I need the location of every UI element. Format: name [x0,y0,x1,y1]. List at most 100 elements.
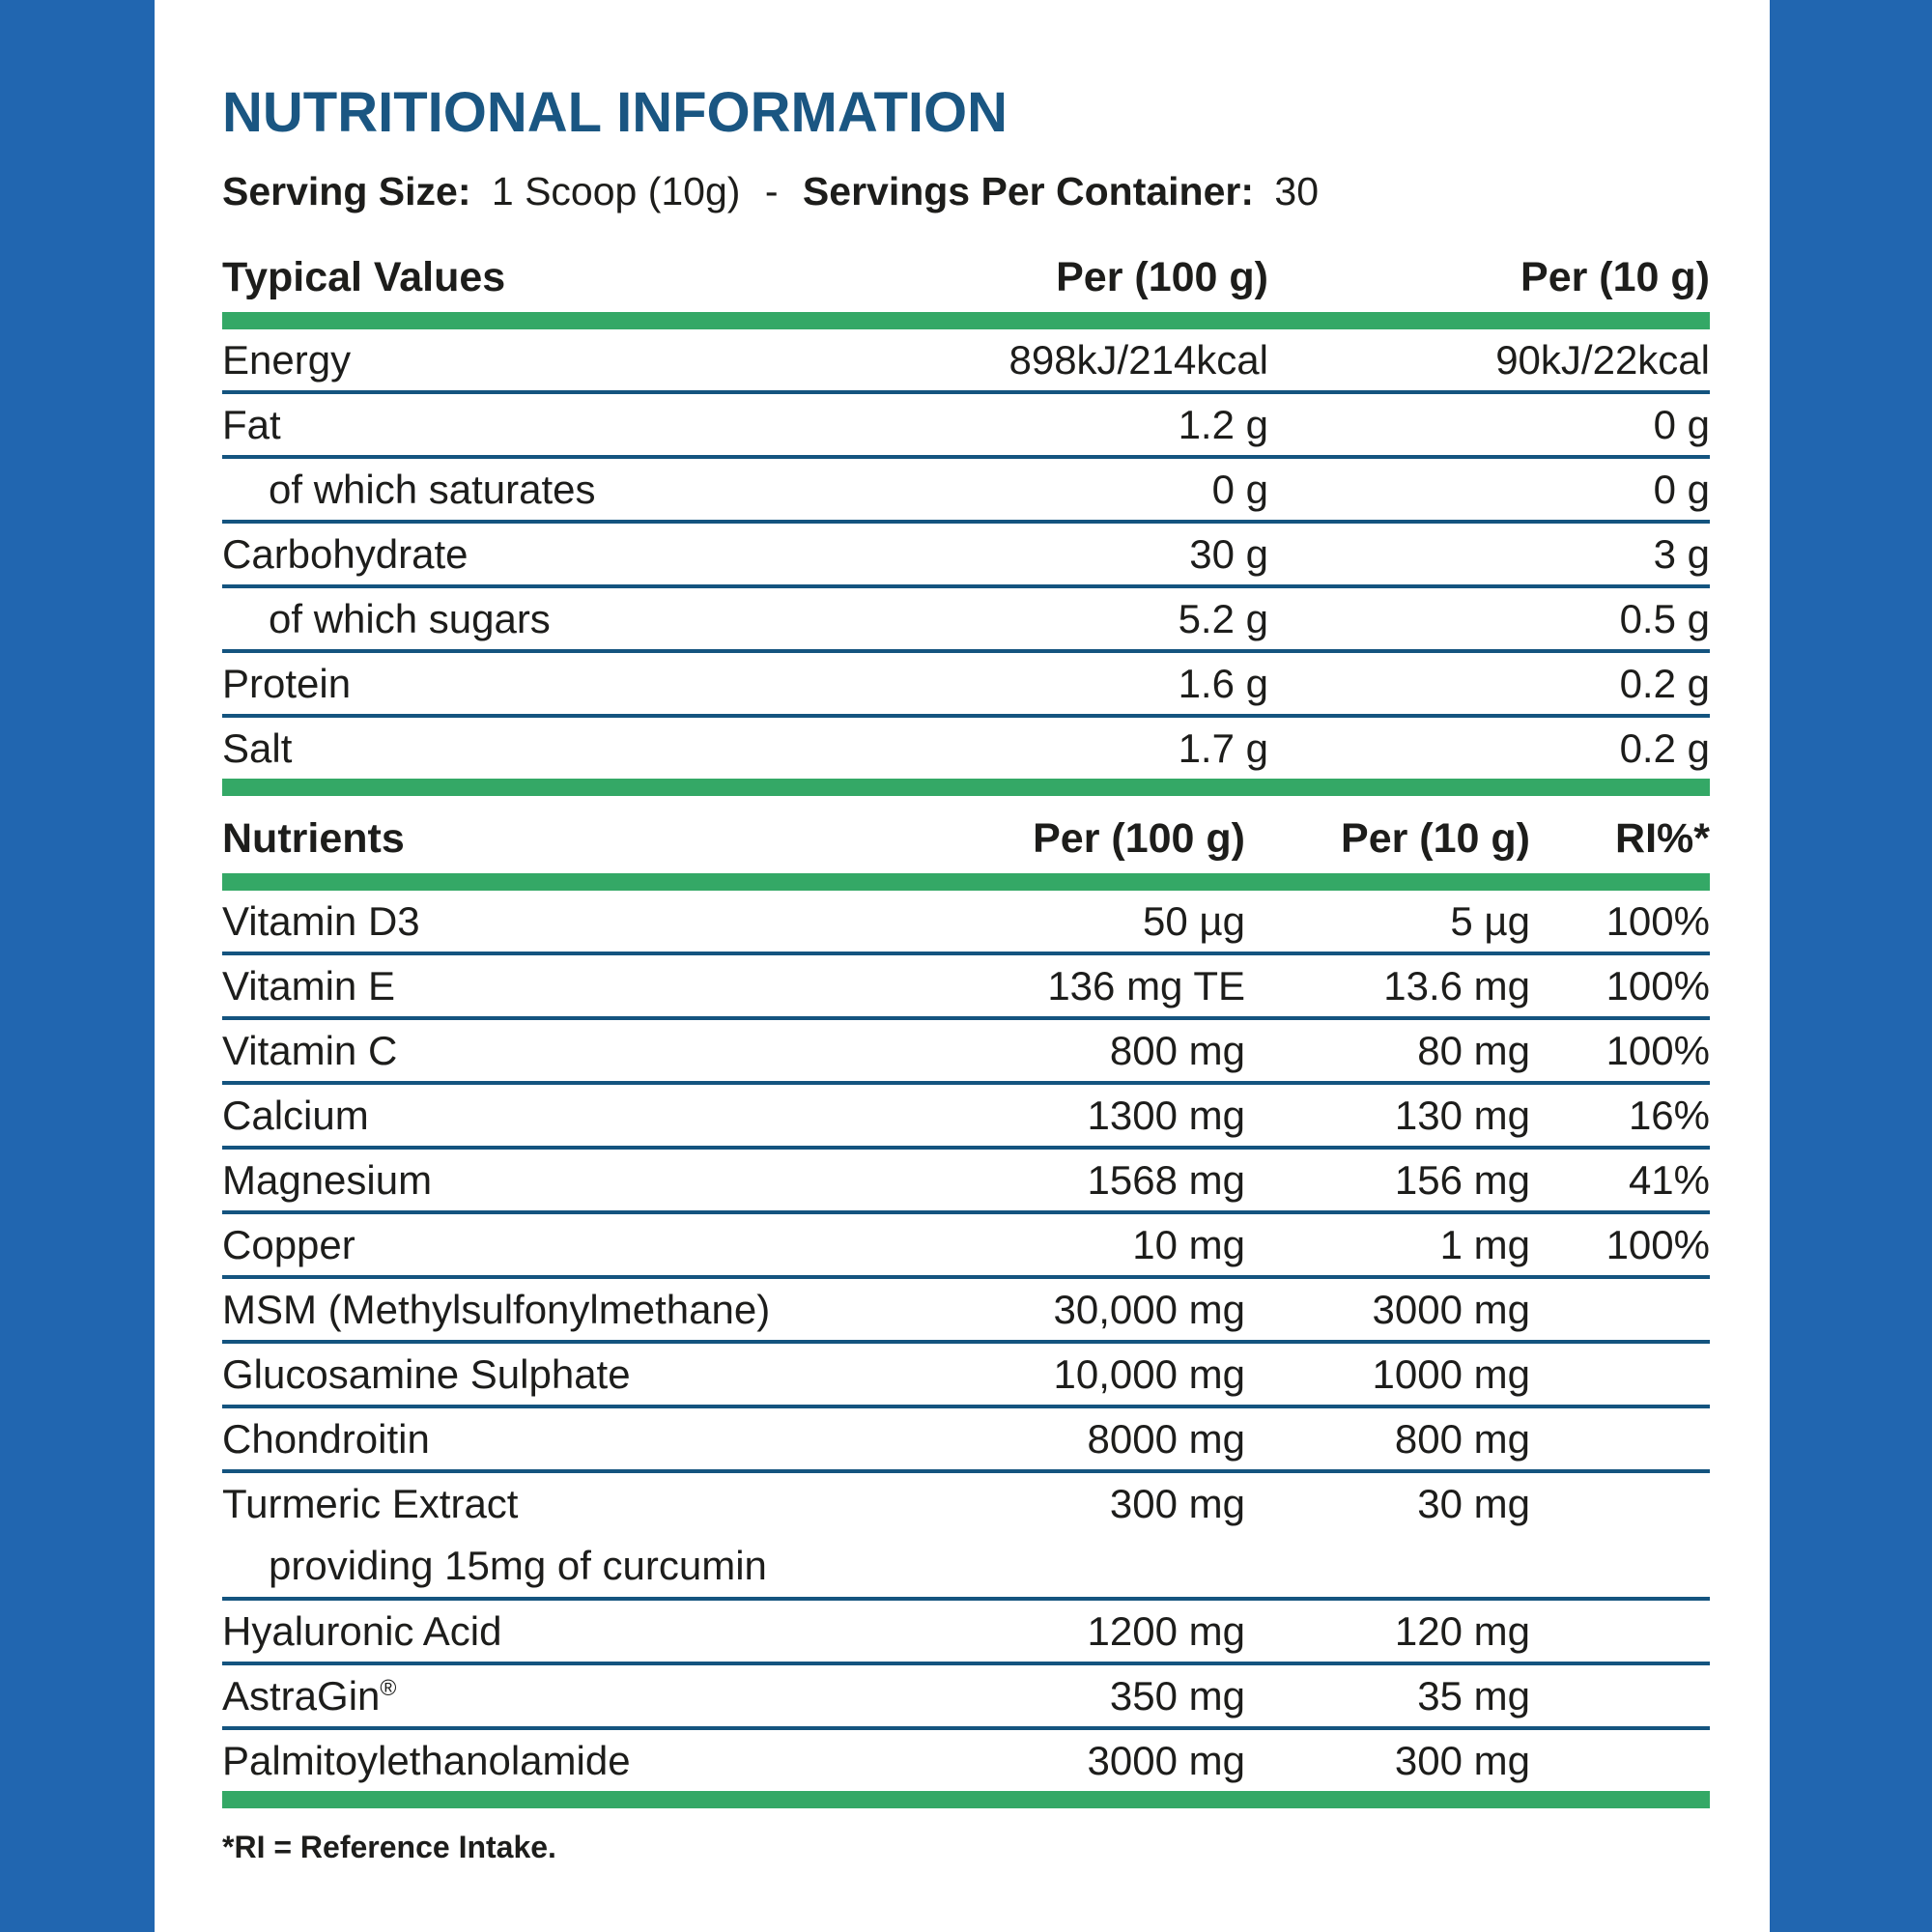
nutrient-row-label: Palmitoylethanolamide [222,1738,631,1784]
serving-size-value: 1 Scoop (10g) [491,169,741,213]
typical-values-title: Typical Values [222,254,506,301]
servings-per-container-value: 30 [1274,169,1320,213]
nutrient-row-per100: 1568 mg [1087,1157,1245,1204]
typical-row-per10: 0 g [1653,467,1710,513]
nutrient-row-ri: 100% [1605,898,1710,945]
nutrient-row-per10: 13.6 mg [1383,963,1530,1009]
typical-row-per10: 0.2 g [1619,661,1710,707]
nutrient-row-label: Chondroitin [222,1416,430,1463]
nutrient-row-ri: 16% [1628,1093,1710,1139]
nutrient-row-ri [1530,1408,1710,1469]
nutrient-row-label: Vitamin D3 [222,898,420,945]
nutrient-row-label: Copper [222,1222,355,1268]
typical-per-100g-header: Per (100 g) [1056,254,1268,301]
nutrient-row-per100: 10 mg [1132,1222,1245,1268]
typical-row-label: Carbohydrate [222,531,469,578]
typical-row: Energy 898kJ/214kcal 90kJ/22kcal [222,329,1710,395]
nutrient-row-per100: 1200 mg [1087,1608,1245,1655]
typical-row-per100: 0 g [1211,467,1268,513]
typical-row-per10: 0.5 g [1619,596,1710,642]
nutrient-row-label-wrap: Vitamin E [222,955,802,1016]
nutrient-row-label: MSM (Methylsulfonylmethane) [222,1287,771,1333]
green-divider-top [222,312,1710,330]
page-title: NUTRITIONAL INFORMATION [222,81,1008,144]
nutrient-row: Magnesium 1568 mg 156 mg 41% [222,1150,1710,1215]
nutrient-row: Copper 10 mg 1 mg 100% [222,1214,1710,1280]
nutrient-row-per10: 35 mg [1417,1673,1530,1719]
nutrient-row-per100: 10,000 mg [1053,1351,1245,1398]
typical-row: Fat 1.2 g 0 g [222,394,1710,460]
servings-per-container-label: Servings Per Container: [802,169,1254,213]
nutrients-per-100g-header: Per (100 g) [1033,815,1245,863]
nutrients-ri-header: RI%* [1615,815,1710,863]
typical-row-per10: 90kJ/22kcal [1495,337,1710,384]
typical-row-per10: 3 g [1653,531,1710,578]
nutrient-row-label-wrap: Hyaluronic Acid [222,1601,802,1662]
nutrient-row: AstraGin® 350 mg 35 mg [222,1665,1710,1731]
typical-per-10g-header: Per (10 g) [1520,254,1710,301]
serving-dash: - [764,169,779,213]
nutrient-row: MSM (Methylsulfonylmethane) 30,000 mg 3000… [222,1279,1710,1345]
nutrient-row-per10: 1 mg [1439,1222,1530,1268]
nutrient-row-label-wrap: AstraGin® [222,1665,802,1726]
typical-row-label: Protein [222,661,352,707]
nutrient-row-ri: 100% [1605,1222,1710,1268]
nutrient-row-label: Turmeric Extract [222,1481,519,1527]
registered-trademark-symbol: ® [380,1675,397,1701]
typical-row: Protein 1.6 g 0.2 g [222,653,1710,719]
typical-row: of which sugars 5.2 g 0.5 g [222,588,1710,654]
nutrient-row-per100: 8000 mg [1087,1416,1245,1463]
nutrient-row-label: Vitamin E [222,963,395,1009]
nutrient-row-per100: 1300 mg [1087,1093,1245,1139]
serving-size-label: Serving Size: [222,169,471,213]
nutrient-row: Calcium 1300 mg 130 mg 16% [222,1085,1710,1151]
nutrient-row-label-wrap: Palmitoylethanolamide [222,1730,802,1791]
typical-row-per100: 1.7 g [1178,725,1268,772]
nutrient-row: Glucosamine Sulphate 10,000 mg 1000 mg [222,1344,1710,1409]
nutrient-row-label-wrap: Vitamin C [222,1020,802,1081]
nutrient-row-ri [1530,1473,1710,1534]
nutrients-header: Nutrients Per (100 g) Per (10 g) RI%* [222,817,1710,861]
nutrient-row-label-wrap: Turmeric Extract providing 15mg of curcum… [222,1473,802,1597]
nutrient-row-per10: 300 mg [1394,1738,1530,1784]
typical-row-per100: 5.2 g [1178,596,1268,642]
nutrient-row-label: AstraGin® [222,1673,397,1719]
nutrient-row-per10: 800 mg [1394,1416,1530,1463]
typical-row-per100: 30 g [1189,531,1268,578]
nutrient-row-ri: 100% [1605,963,1710,1009]
nutrient-row-label: Hyaluronic Acid [222,1608,502,1655]
nutrients-rows: Vitamin D3 50 µg 5 µg 100% Vitamin E 136 mg T… [222,891,1710,1791]
green-divider-bottom [222,1791,1710,1809]
typical-row-per100: 1.6 g [1178,661,1268,707]
nutrient-row-ri: 41% [1628,1157,1710,1204]
nutrient-row-per100: 136 mg TE [1047,963,1245,1009]
nutrient-row-per10: 156 mg [1394,1157,1530,1204]
nutrient-row: Vitamin D3 50 µg 5 µg 100% [222,891,1710,956]
nutrient-row: Turmeric Extract providing 15mg of curcum… [222,1473,1710,1602]
nutrient-row: Chondroitin 8000 mg 800 mg [222,1408,1710,1474]
nutrient-row-per10: 5 µg [1450,898,1530,945]
nutrient-row-ri [1530,1279,1710,1340]
typical-row-label: Salt [222,725,293,772]
nutrient-row: Palmitoylethanolamide 3000 mg 300 mg [222,1730,1710,1791]
typical-row-per100: 898kJ/214kcal [1009,337,1268,384]
nutrient-row-label: Vitamin C [222,1028,398,1074]
green-divider-nutrients [222,873,1710,892]
nutrient-row-per100: 30,000 mg [1053,1287,1245,1333]
typical-row: Carbohydrate 30 g 3 g [222,524,1710,589]
reference-intake-footnote: *RI = Reference Intake. [222,1830,556,1865]
nutrient-row-label-wrap: Chondroitin [222,1408,802,1469]
nutrient-row-per100: 3000 mg [1087,1738,1245,1784]
nutrient-row-label-wrap: Glucosamine Sulphate [222,1344,802,1405]
nutrient-row-ri [1530,1601,1710,1662]
typical-row-per10: 0.2 g [1619,725,1710,772]
nutrient-row-per10: 120 mg [1394,1608,1530,1655]
typical-row-label: Energy [222,337,352,384]
typical-row-per100: 1.2 g [1178,402,1268,448]
typical-row-label: of which sugars [269,596,551,642]
nutrient-row-per100: 350 mg [1109,1673,1245,1719]
nutrient-row-ri: 100% [1605,1028,1710,1074]
nutrient-row-per100: 50 µg [1143,898,1245,945]
nutrient-row-label-wrap: Magnesium [222,1150,802,1210]
nutrient-row-label: Glucosamine Sulphate [222,1351,631,1398]
